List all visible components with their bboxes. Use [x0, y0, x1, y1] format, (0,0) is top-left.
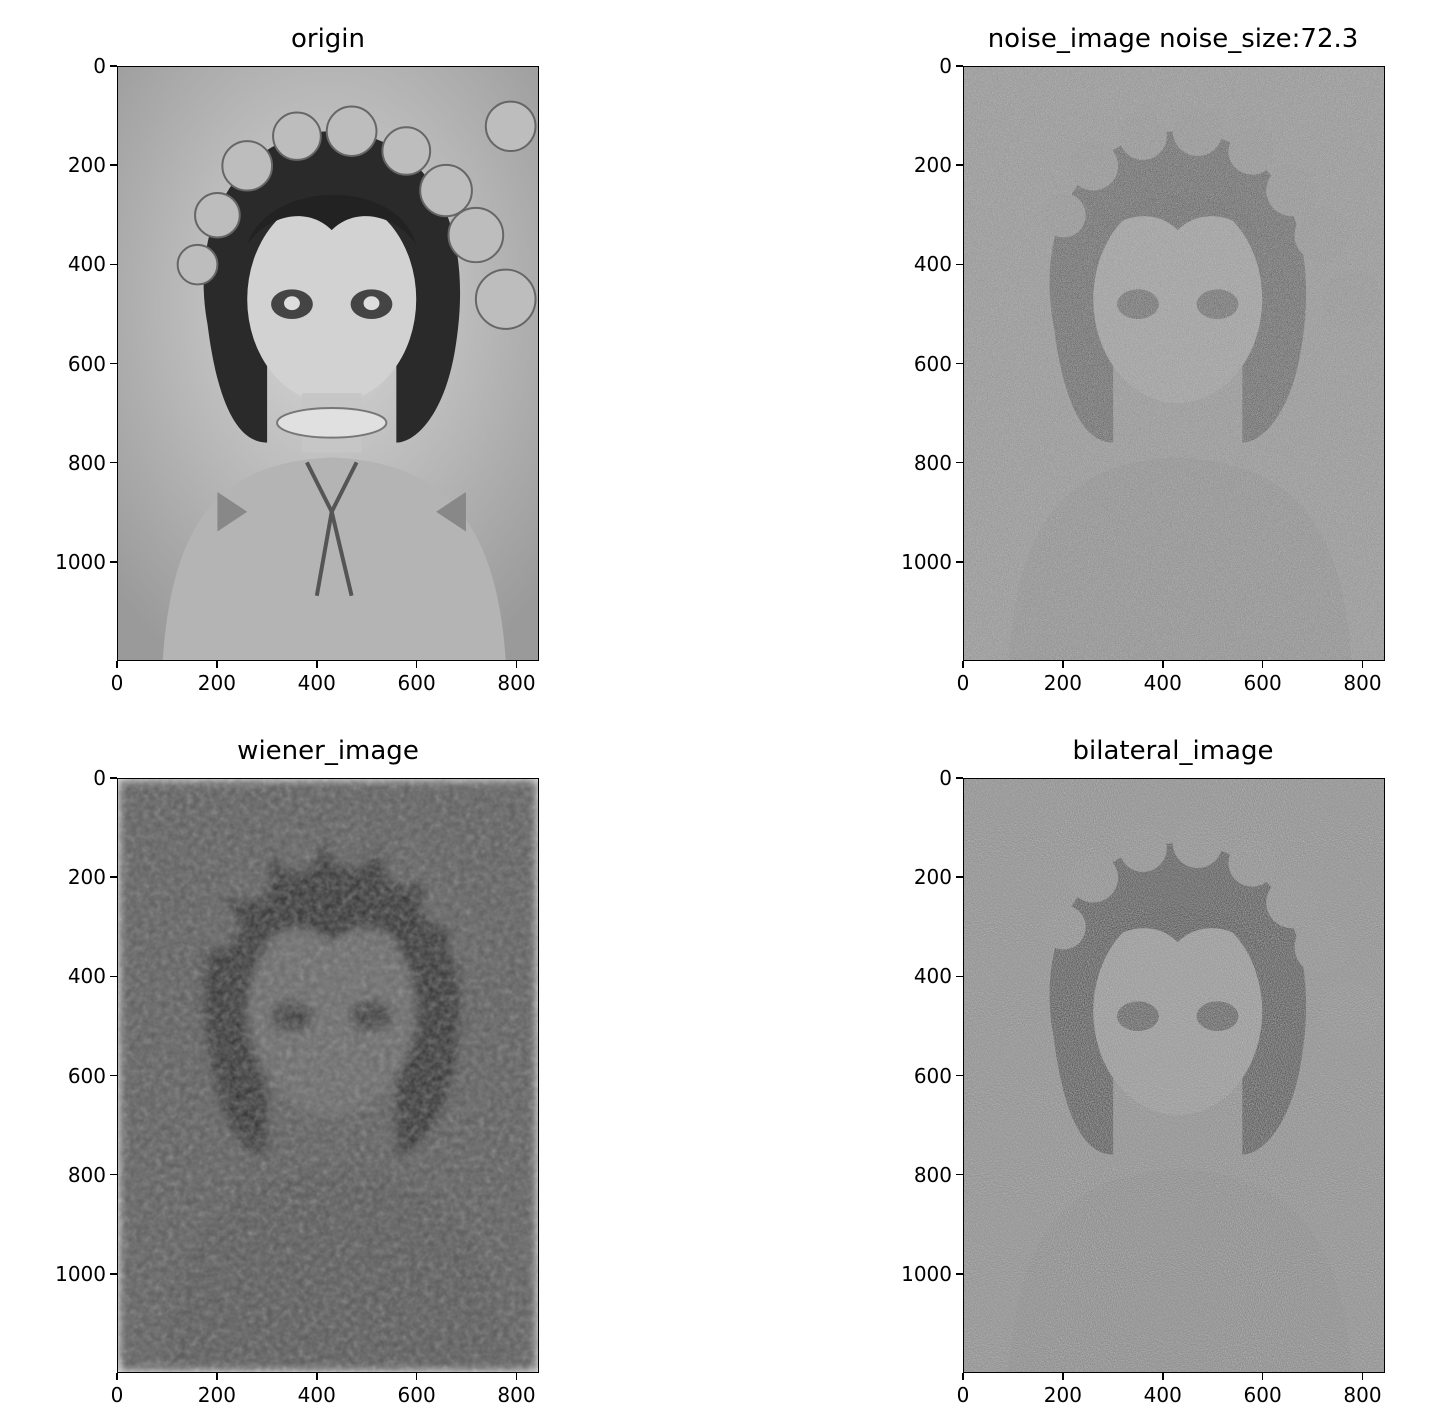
x-tick-mark	[1361, 1373, 1364, 1380]
y-tick-mark	[110, 876, 117, 878]
x-tick-mark	[1162, 1373, 1164, 1380]
x-tick-label: 800	[497, 671, 536, 695]
y-tick-label: 200	[67, 865, 106, 890]
y-tick-label: 1000	[901, 1261, 952, 1286]
y-tick-mark	[110, 65, 117, 67]
y-tick-mark	[956, 876, 963, 878]
x-tick-mark	[316, 1373, 318, 1380]
y-tick-mark	[956, 164, 963, 166]
x-tick-label: 0	[110, 671, 124, 695]
y-tick-label: 0	[939, 54, 952, 78]
y-tick-mark	[110, 975, 117, 978]
panel-title: wiener_image	[237, 736, 419, 766]
x-tick-label: 400	[1143, 1383, 1182, 1407]
y-tick-label: 600	[67, 351, 106, 376]
y-tick-label: 400	[67, 964, 106, 989]
panel-title: origin	[290, 24, 366, 54]
x-tick-label: 600	[1243, 671, 1282, 695]
x-tick-label: 0	[956, 1383, 970, 1407]
x-tick-label: 400	[297, 671, 336, 695]
x-tick-mark	[415, 661, 418, 668]
x-tick-label: 200	[197, 1383, 236, 1407]
x-tick-mark	[116, 661, 118, 668]
y-tick-mark	[956, 1173, 963, 1176]
y-tick-mark	[956, 362, 963, 365]
x-tick-label: 0	[110, 1383, 124, 1407]
x-tick-mark	[316, 661, 318, 668]
y-tick-mark	[956, 975, 963, 978]
y-tick-mark	[110, 1074, 117, 1077]
y-tick-label: 0	[93, 54, 106, 78]
y-tick-label: 200	[67, 153, 106, 178]
y-tick-label: 400	[913, 252, 952, 277]
x-tick-label: 600	[397, 671, 436, 695]
x-tick-mark	[1162, 661, 1164, 668]
y-tick-label: 400	[67, 252, 106, 277]
x-tick-mark	[962, 1373, 964, 1380]
y-tick-mark	[110, 1273, 117, 1275]
y-tick-label: 1000	[55, 1261, 106, 1286]
x-tick-mark	[1062, 661, 1064, 668]
x-tick-mark	[515, 661, 518, 668]
y-tick-mark	[956, 461, 963, 464]
y-tick-label: 800	[913, 450, 952, 475]
y-tick-mark	[110, 263, 117, 266]
x-tick-label: 400	[297, 1383, 336, 1407]
x-tick-label: 0	[956, 671, 970, 695]
y-tick-mark	[110, 1173, 117, 1176]
x-tick-mark	[1261, 1373, 1264, 1380]
y-tick-mark	[956, 561, 963, 563]
y-tick-label: 600	[913, 1063, 952, 1088]
y-tick-label: 600	[67, 1063, 106, 1088]
y-tick-mark	[110, 362, 117, 365]
y-tick-label: 0	[93, 766, 106, 790]
y-tick-label: 600	[913, 351, 952, 376]
y-tick-mark	[956, 1273, 963, 1275]
y-tick-label: 800	[67, 450, 106, 475]
x-tick-label: 200	[197, 671, 236, 695]
x-tick-mark	[216, 1373, 218, 1380]
y-tick-label: 0	[939, 766, 952, 790]
x-tick-mark	[1261, 661, 1264, 668]
image-origin	[117, 66, 539, 661]
x-tick-mark	[1361, 661, 1364, 668]
y-tick-label: 200	[913, 153, 952, 178]
x-tick-label: 800	[1343, 1383, 1382, 1407]
y-tick-mark	[956, 263, 963, 266]
y-tick-mark	[110, 461, 117, 464]
y-tick-mark	[110, 561, 117, 563]
image-noise	[963, 66, 1385, 661]
y-tick-label: 800	[913, 1162, 952, 1187]
x-tick-mark	[415, 1373, 418, 1380]
x-tick-mark	[116, 1373, 118, 1380]
x-tick-label: 600	[397, 1383, 436, 1407]
x-tick-label: 800	[497, 1383, 536, 1407]
x-tick-label: 200	[1043, 1383, 1082, 1407]
image-bilateral	[963, 778, 1385, 1373]
x-tick-mark	[216, 661, 218, 668]
y-tick-mark	[956, 65, 963, 67]
y-tick-label: 1000	[901, 549, 952, 574]
y-tick-label: 1000	[55, 549, 106, 574]
panel-title: bilateral_image	[1072, 736, 1274, 766]
y-tick-label: 800	[67, 1162, 106, 1187]
x-tick-mark	[1062, 1373, 1064, 1380]
x-tick-mark	[962, 661, 964, 668]
y-tick-label: 400	[913, 964, 952, 989]
x-tick-label: 800	[1343, 671, 1382, 695]
x-tick-label: 200	[1043, 671, 1082, 695]
y-tick-mark	[956, 1074, 963, 1077]
panel-title: noise_image noise_size:72.3	[987, 24, 1359, 54]
y-tick-label: 200	[913, 865, 952, 890]
x-tick-label: 400	[1143, 671, 1182, 695]
y-tick-mark	[956, 777, 963, 779]
y-tick-mark	[110, 777, 117, 779]
image-wiener	[117, 778, 539, 1373]
y-tick-mark	[110, 164, 117, 166]
x-tick-label: 600	[1243, 1383, 1282, 1407]
x-tick-mark	[515, 1373, 518, 1380]
